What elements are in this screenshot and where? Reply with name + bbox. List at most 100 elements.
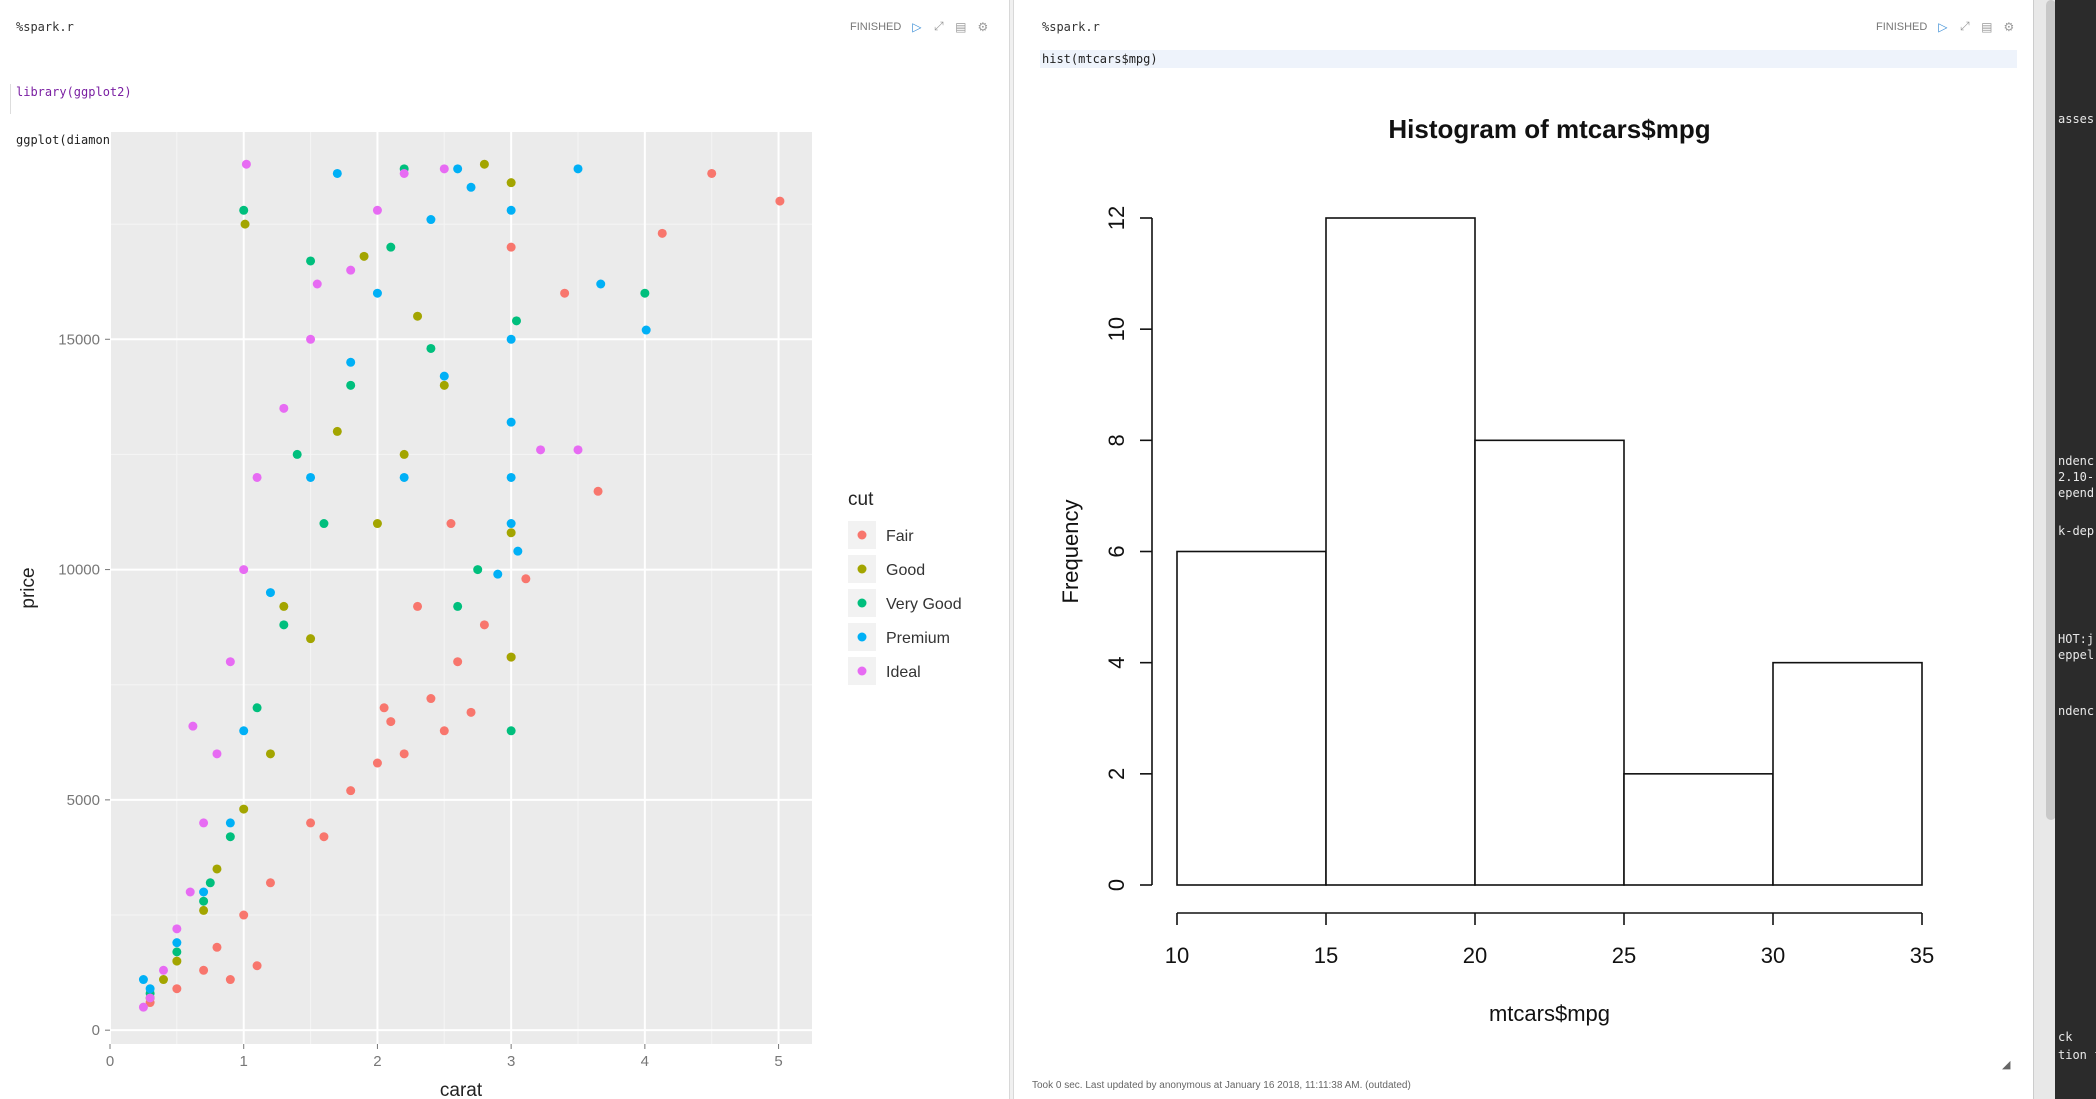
legend-label: Premium bbox=[886, 630, 950, 647]
scatter-point-very-good bbox=[279, 620, 289, 630]
run-icon[interactable]: ▷ bbox=[1938, 19, 1948, 34]
status-text: FINISHED bbox=[1876, 20, 1928, 33]
scatter-point-premium bbox=[453, 164, 463, 174]
scatter-point-very-good bbox=[306, 256, 316, 266]
y-tick-label: 0 bbox=[1104, 879, 1129, 891]
side-panel-text: eppel bbox=[2058, 648, 2095, 662]
scatter-point-very-good bbox=[426, 343, 436, 353]
paragraph-status-bar: FINISHED ▷ ⤢ ▤ ⚙ bbox=[850, 19, 989, 34]
scatter-point-premium bbox=[439, 371, 449, 381]
scatter-point-premium bbox=[306, 472, 316, 482]
scatter-point-fair bbox=[466, 707, 476, 717]
run-icon[interactable]: ▷ bbox=[912, 19, 922, 34]
scatter-point-very-good bbox=[346, 380, 356, 390]
x-tick-label: 30 bbox=[1761, 943, 1785, 968]
side-panel-text: HOT:j bbox=[2058, 632, 2095, 646]
scatter-point-fair bbox=[560, 288, 570, 298]
scatter-point-good bbox=[372, 519, 382, 529]
scatter-point-very-good bbox=[506, 726, 516, 736]
x-tick-label: 35 bbox=[1910, 943, 1934, 968]
x-tick-label: 5 bbox=[774, 1053, 782, 1070]
scatter-point-ideal bbox=[346, 265, 356, 275]
scatter-point-good bbox=[279, 601, 289, 611]
scatter-point-premium bbox=[506, 519, 516, 529]
paragraph-left: %spark.r FINISHED ▷ ⤢ ▤ ⚙ library(ggplot… bbox=[0, 0, 1010, 1099]
side-panel-text: 2.10- bbox=[2058, 470, 2095, 484]
x-tick-label: 1 bbox=[240, 1053, 248, 1070]
legend-label: Ideal bbox=[886, 664, 921, 681]
scatter-point-fair bbox=[707, 168, 717, 178]
code-editor-active-line[interactable] bbox=[1040, 50, 2017, 68]
side-panel-text: asses bbox=[2058, 112, 2095, 126]
resize-handle-icon[interactable]: ◢ bbox=[2002, 1059, 2011, 1071]
scatter-point-premium bbox=[641, 325, 651, 335]
scatter-point-ideal bbox=[185, 887, 195, 897]
scatter-point-fair bbox=[506, 242, 516, 252]
scrollbar-thumb[interactable] bbox=[2046, 0, 2056, 820]
scatter-point-fair bbox=[239, 910, 249, 920]
scatter-point-very-good bbox=[172, 947, 182, 957]
paragraph-title[interactable]: %spark.r bbox=[1042, 20, 1100, 34]
scatter-point-fair bbox=[265, 878, 275, 888]
scatter-point-fair bbox=[521, 574, 531, 584]
scatter-point-good bbox=[240, 219, 250, 229]
scatter-point-ideal bbox=[306, 334, 316, 344]
scatter-point-premium bbox=[265, 588, 275, 598]
x-tick-label: 15 bbox=[1314, 943, 1338, 968]
scatter-point-fair bbox=[439, 726, 449, 736]
scatter-point-good bbox=[332, 426, 342, 436]
y-tick-label: 6 bbox=[1104, 545, 1129, 557]
side-panel-text: epend bbox=[2058, 486, 2095, 500]
y-tick-label: 12 bbox=[1104, 206, 1129, 230]
scatter-point-very-good bbox=[473, 565, 483, 575]
gear-icon[interactable]: ⚙ bbox=[2003, 19, 2015, 34]
legend-swatch bbox=[857, 666, 867, 676]
scatter-point-good bbox=[399, 449, 409, 459]
scatter-point-fair bbox=[319, 832, 329, 842]
side-panel-text: tion fi bbox=[2058, 1048, 2096, 1062]
scatter-point-fair bbox=[346, 786, 356, 796]
paragraph-title[interactable]: %spark.r bbox=[16, 20, 74, 34]
scatter-point-good bbox=[479, 159, 489, 169]
y-tick-label: 8 bbox=[1104, 434, 1129, 446]
y-tick-label: 10000 bbox=[58, 562, 100, 579]
hide-editor-icon[interactable]: ⤢ bbox=[934, 19, 944, 33]
book-icon[interactable]: ▤ bbox=[955, 19, 967, 34]
scatter-point-good bbox=[506, 528, 516, 538]
scatter-point-premium bbox=[332, 168, 342, 178]
scatter-point-very-good bbox=[319, 519, 329, 529]
scatter-point-fair bbox=[386, 717, 396, 727]
scatter-point-ideal bbox=[225, 657, 235, 667]
code-line[interactable]: hist(mtcars$mpg) bbox=[1042, 52, 1158, 66]
scatter-point-fair bbox=[379, 703, 389, 713]
scatter-point-fair bbox=[426, 694, 436, 704]
scatter-point-ideal bbox=[252, 472, 262, 482]
code-line-1: library(ggplot2) bbox=[16, 85, 132, 99]
scatter-point-premium bbox=[199, 887, 209, 897]
scatter-point-premium bbox=[172, 938, 182, 948]
scatter-point-premium bbox=[466, 182, 476, 192]
status-text: FINISHED bbox=[850, 20, 902, 33]
scatter-point-good bbox=[158, 975, 168, 985]
scatter-point-ideal bbox=[312, 279, 322, 289]
paragraph-footer: Took 0 sec. Last updated by anonymous at… bbox=[1032, 1080, 1411, 1091]
scatter-chart: 0 1 2 3 4 5 0 5000 10000 15000 carat price cut Fair Go… bbox=[18, 132, 962, 1099]
histogram-bar bbox=[1176, 550, 1327, 886]
scatter-point-premium bbox=[239, 726, 249, 736]
scatter-point-fair bbox=[252, 961, 262, 971]
y-tick-label: 2 bbox=[1104, 768, 1129, 780]
scatter-point-very-good bbox=[252, 703, 262, 713]
hide-editor-icon[interactable]: ⤢ bbox=[1960, 19, 1970, 33]
scatter-point-very-good bbox=[453, 601, 463, 611]
x-tick-label: 4 bbox=[641, 1053, 649, 1070]
histogram-bar bbox=[1474, 439, 1625, 886]
histogram-bar bbox=[1325, 217, 1476, 886]
scatter-point-ideal bbox=[212, 749, 222, 759]
gear-icon[interactable]: ⚙ bbox=[977, 19, 989, 34]
x-tick-label: 20 bbox=[1463, 943, 1487, 968]
scatter-point-premium bbox=[573, 164, 583, 174]
book-icon[interactable]: ▤ bbox=[1981, 19, 1993, 34]
scatter-point-good bbox=[413, 311, 423, 321]
scatter-point-very-good bbox=[199, 896, 209, 906]
scatter-point-ideal bbox=[573, 445, 583, 455]
